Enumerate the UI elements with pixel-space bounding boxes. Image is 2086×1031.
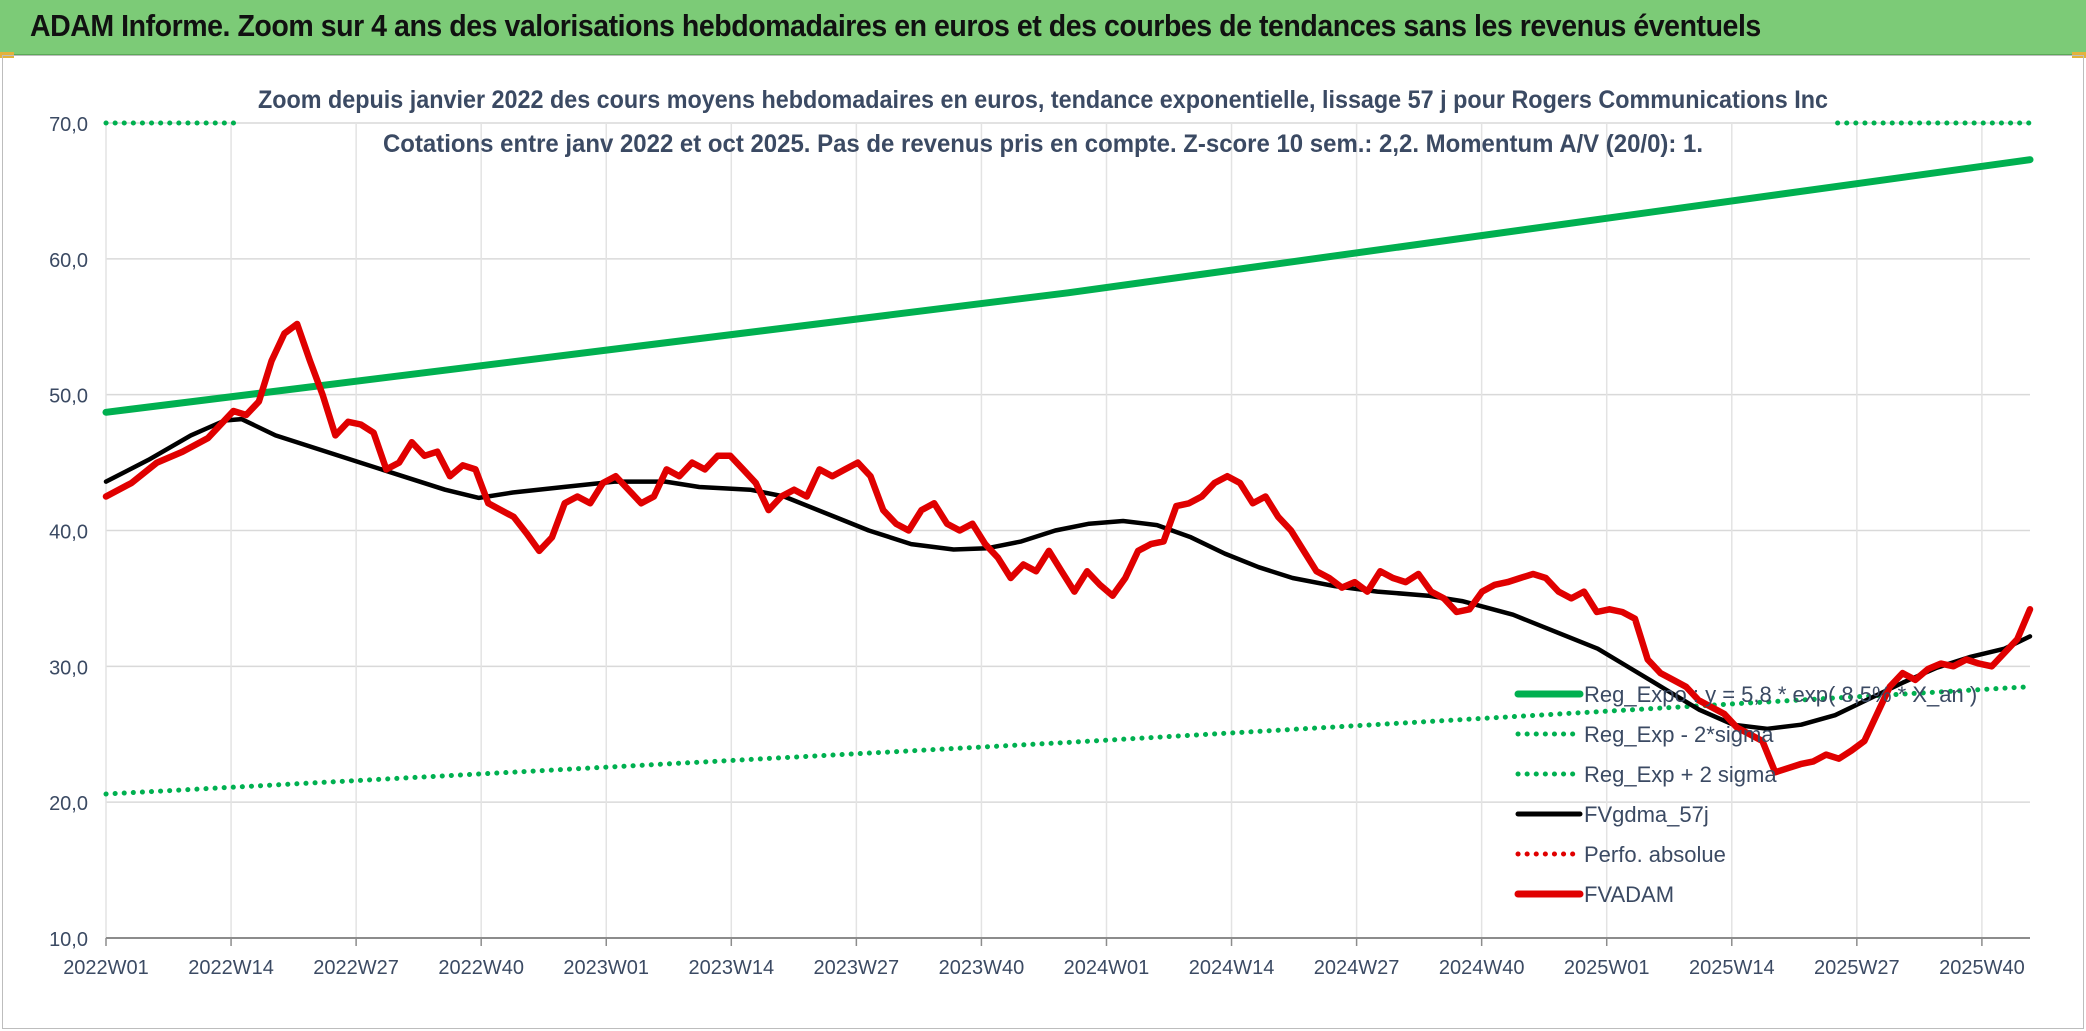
x-tick-label: 2022W01: [63, 957, 149, 979]
x-tick-label: 2024W27: [1314, 957, 1400, 979]
x-tick-label: 2023W01: [563, 957, 649, 979]
x-tick-label: 2024W01: [1064, 957, 1150, 979]
x-tick-label: 2025W40: [1939, 957, 2025, 979]
x-tick-label: 2025W01: [1564, 957, 1650, 979]
series-line-4: [103, 416, 2033, 732]
axes: 10,0 20,0 30,0 40,0 50,0 60,0 70,0 2022W01 2022W…: [49, 114, 2030, 979]
gridlines: [105, 122, 2030, 939]
title-banner: ADAM Informe. Zoom sur 4 ans des valoris…: [0, 0, 2086, 55]
legend-label: Reg_Exp - 2*sigma: [1584, 722, 1774, 747]
x-tick-label: 2025W27: [1814, 957, 1900, 979]
legend-label: Perfo. absolue: [1584, 842, 1726, 867]
x-tick-label: 2024W14: [1189, 957, 1275, 979]
chart-title: Zoom depuis janvier 2022 des cours moyen…: [258, 86, 1828, 114]
x-tick-label: 2022W14: [188, 957, 274, 979]
legend: Reg_Expo : y = 5,8 * exp( 8,5% * X_an ) R…: [1514, 682, 1977, 907]
series-lines: [102, 120, 2034, 797]
y-tick-label: 10,0: [49, 929, 88, 951]
y-tick-label: 60,0: [49, 250, 88, 272]
legend-label: Reg_Expo : y = 5,8 * exp( 8,5% * X_an ): [1584, 682, 1977, 707]
banner-title: ADAM Informe. Zoom sur 4 ans des valoris…: [30, 8, 1761, 43]
x-tick-label: 2023W27: [814, 957, 900, 979]
series-line-1: [102, 156, 2034, 416]
series-line-2: [103, 684, 2033, 797]
x-tick-label: 2023W14: [688, 957, 774, 979]
legend-label: FVADAM: [1584, 882, 1674, 907]
y-tick-label: 70,0: [49, 114, 88, 136]
chart-frame: [2, 55, 2084, 1029]
x-tick-label: 2025W14: [1689, 957, 1775, 979]
x-tick-label: 2024W40: [1439, 957, 1525, 979]
x-tick-label: 2022W27: [313, 957, 399, 979]
y-tick-label: 50,0: [49, 386, 88, 408]
x-tick-label: 2022W40: [438, 957, 524, 979]
legend-label: FVgdma_57j: [1584, 802, 1709, 827]
y-tick-label: 40,0: [49, 522, 88, 544]
y-tick-label: 20,0: [49, 793, 88, 815]
series-line-6: [102, 320, 2034, 776]
x-tick-label: 2023W40: [939, 957, 1025, 979]
legend-label: Reg_Exp + 2 sigma: [1584, 762, 1777, 787]
chart-subtitle: Cotations entre janv 2022 et oct 2025. P…: [383, 130, 1703, 158]
y-tick-label: 30,0: [49, 657, 88, 679]
